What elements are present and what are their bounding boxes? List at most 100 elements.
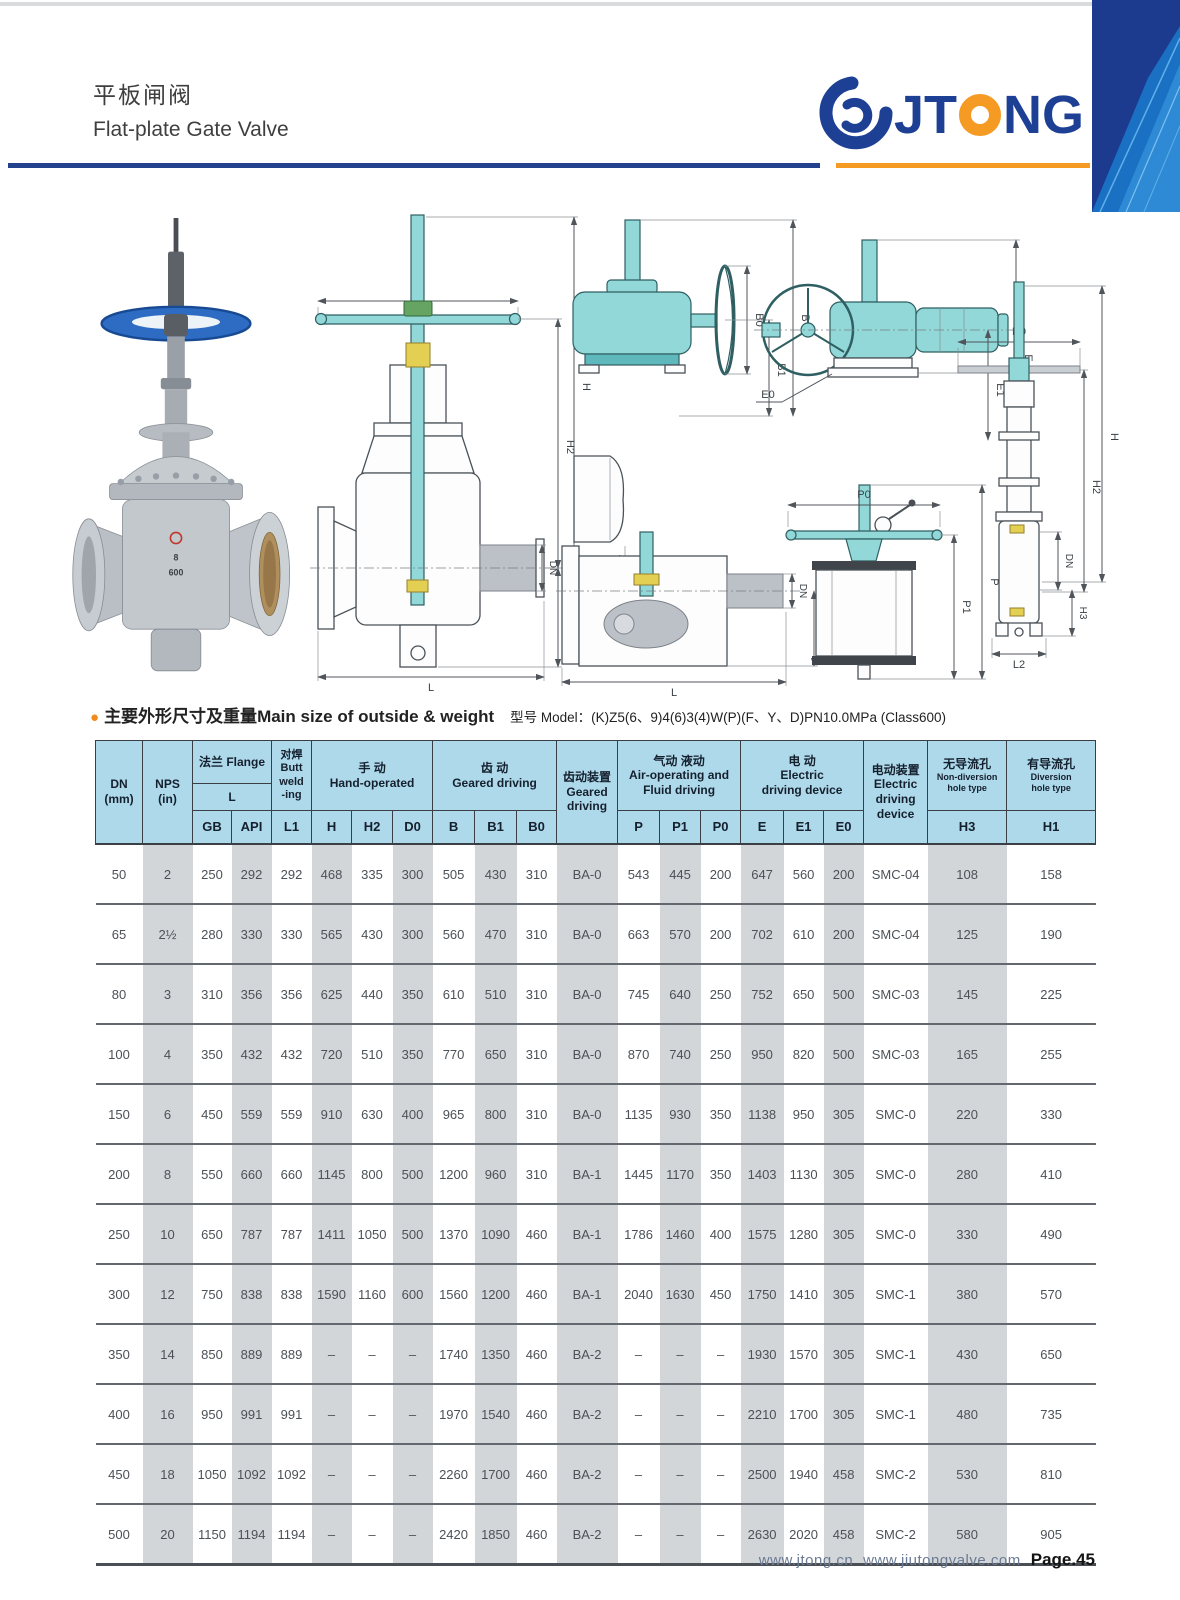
cell-p: – [634,1526,643,1542]
cell-b0: 310 [525,986,548,1002]
technical-drawings: 8 600 D0 H [72,214,1120,699]
cell-h1: 255 [1040,1046,1062,1062]
cell-h2: 430 [361,926,383,942]
cell-e0: 305 [823,1204,864,1264]
col-header-h1: H1 [1006,810,1097,845]
cell-h1: 158 [1040,866,1062,882]
cell-d0: 400 [392,1084,433,1144]
table-row: 350 14 850 889 889– – –1740 1350 460 BA-2– – –1930 1… [95,1324,1096,1384]
cell-h2: 1050 [357,1226,387,1242]
cell-e1: 1410 [789,1286,819,1302]
cell-p1: 1630 [659,1264,701,1324]
cell-gb: 850 [201,1346,223,1362]
cell-nps: 4 [142,1024,193,1084]
cell-p: – [634,1346,643,1362]
dimensions-table: DN (mm) NPS (in) 法兰 Flange 对焊 Butt weld … [95,740,1097,1566]
cell-h1: 570 [1040,1286,1062,1302]
cell-h2: – [368,1346,376,1362]
cell-api: 1194 [231,1504,272,1565]
cell-dn: 400 [108,1406,130,1422]
cell-smc: SMC-0 [875,1106,916,1122]
cell-e0: 458 [823,1444,864,1504]
cell-h: – [311,1504,352,1565]
cell-p1: – [659,1384,701,1444]
cell-e0: 500 [823,964,864,1024]
cell-e0: 458 [823,1504,864,1565]
cell-h: 625 [311,964,352,1024]
cell-p1: 570 [659,904,701,964]
cell-b: 1970 [439,1406,468,1422]
table-row: 250 10 650 787 787 1411 1050 500 1370 1090 460 BA-1… [95,1204,1096,1264]
brand-letters-left: JT [894,85,958,145]
brand-wordmark: JT NG [894,72,1084,158]
cell-nps: 6 [142,1084,193,1144]
cell-h: 720 [311,1024,352,1084]
website-url-2: www.jiutongvalve.com [863,1552,1021,1569]
col-header-non-diversion: 无导流孔 Non-diversion hole type [927,740,1008,811]
cell-p: 745 [627,986,650,1002]
cell-p: 2040 [624,1286,653,1302]
cell-b0: 310 [525,866,548,882]
cell-h: 1145 [311,1144,352,1204]
dim-label-p0: P0 [857,489,870,501]
cell-e: 1575 [740,1204,784,1264]
cell-p0: 200 [709,926,732,942]
cell-e: 1930 [740,1324,784,1384]
cell-ba: BA-0 [556,904,618,964]
cell-h: 1411 [311,1204,352,1264]
cell-h3: 380 [927,1264,1007,1324]
cell-nps: 10 [142,1204,193,1264]
table-body: 50 2 250 292 292 468 335 300 505 430 310 BA-0 543 445… [95,844,1096,1565]
cell-l1: 559 [280,1106,303,1122]
cell-p0: 400 [709,1226,732,1242]
table-row: 50 2 250 292 292 468 335 300 505 430 310 BA-0 543 445… [95,844,1096,904]
cell-h1: 905 [1040,1526,1062,1542]
col-group-geared-driving: 齿 动 Geared driving [432,740,558,811]
cell-b1: 800 [474,1084,517,1144]
col-header-e1: E1 [783,810,825,845]
divider-orange [836,163,1090,168]
cell-api: 432 [231,1024,272,1084]
cell-p0: 200 [709,866,732,882]
table-row: 450 18 1050 1092 1092– – –2260 1700 460 BA-2– – –25… [95,1444,1096,1504]
cell-p1: – [659,1504,701,1565]
cell-h: – [311,1384,352,1444]
cell-l1: 1092 [277,1466,306,1482]
cell-p: 870 [627,1046,650,1062]
cell-h: – [311,1324,352,1384]
cell-gb: 750 [201,1286,223,1302]
cell-dn: 500 [108,1526,130,1542]
cell-smc: SMC-0 [875,1226,916,1242]
col-header-h: H [311,810,353,845]
cell-b: 1200 [439,1166,468,1182]
cell-p: 1445 [624,1166,653,1182]
cell-dn: 80 [111,986,127,1002]
dim-label-dn: DN [797,584,808,598]
col-header-d0: D0 [392,810,434,845]
cell-e: 2500 [740,1444,784,1504]
cell-gb: 310 [201,986,223,1002]
col-header-p: P [617,810,661,845]
cell-e1: 610 [792,926,815,942]
cell-e: 752 [740,964,784,1024]
col-header-b1: B1 [474,810,518,845]
cell-b: 2260 [439,1466,468,1482]
section-title-en: Main size of outside & weight [257,707,495,726]
dim-label-h2: H2 [564,440,576,454]
cell-p0: – [716,1346,725,1362]
cell-api: 559 [231,1084,272,1144]
table-row: 150 6 450 559 559 910 630 400 965 800 310 BA-0 1135 9… [95,1084,1096,1144]
cell-p0: – [716,1406,725,1422]
col-header-h3: H3 [927,810,1008,845]
cell-smc: SMC-1 [875,1286,916,1302]
cell-gb: 1150 [198,1526,226,1542]
cell-smc: SMC-2 [875,1526,916,1542]
cell-ba: BA-0 [556,1024,618,1084]
col-header-l1: L1 [271,810,313,845]
col-header-b0: B0 [516,810,558,845]
cell-p0: 250 [709,986,732,1002]
dim-label-dn: DN [1063,554,1074,568]
cell-e1: 650 [792,986,815,1002]
col-header-h2: H2 [351,810,394,845]
